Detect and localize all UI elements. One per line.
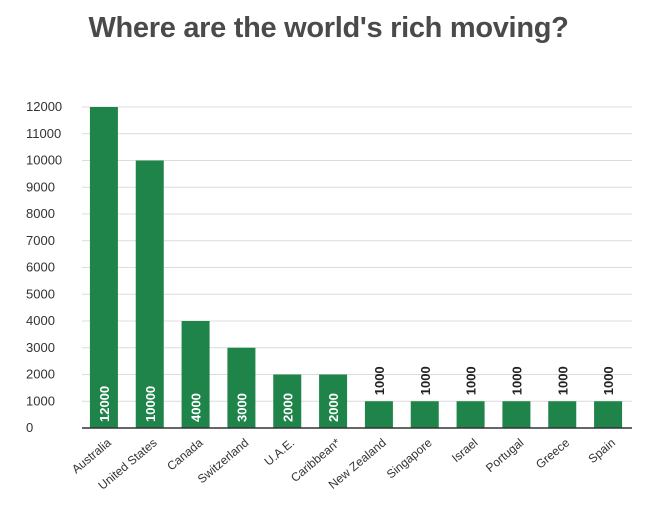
y-tick-label: 8000 (26, 206, 55, 221)
x-tick-label: Israel (449, 436, 480, 466)
bars (89, 107, 623, 428)
y-tick-label: 9000 (26, 179, 55, 194)
bar (456, 401, 485, 428)
bar (319, 374, 348, 428)
x-tick-label: Canada (164, 435, 205, 473)
data-label: 10000 (143, 386, 158, 422)
x-tick-label: U.A.E. (262, 436, 298, 469)
bar (135, 160, 164, 428)
gridlines (82, 106, 632, 402)
bar (364, 401, 393, 428)
x-tick-label: Switzerland (195, 436, 252, 487)
y-tick-label: 6000 (26, 260, 55, 275)
y-tick-label: 7000 (26, 233, 55, 248)
bar (502, 401, 531, 428)
data-labels: 12000 10000 4000 3000 2000 2000 1000 1000 1000 10… (97, 366, 616, 422)
bar (410, 401, 439, 428)
bar (273, 374, 302, 428)
data-label: 3000 (234, 393, 249, 422)
bar (548, 401, 577, 428)
y-tick-label: 5000 (26, 286, 55, 301)
y-axis-tick-labels: 0 1000 2000 3000 4000 5000 6000 7000 8000 9000 100… (26, 99, 62, 435)
data-label: 4000 (189, 393, 204, 422)
data-label: 2000 (280, 393, 295, 422)
x-tick-label: Spain (585, 436, 618, 466)
bar (89, 107, 118, 428)
x-tick-label: Portugal (483, 436, 526, 475)
y-tick-label: 11000 (26, 126, 61, 141)
data-label: 2000 (326, 393, 341, 422)
bar (181, 321, 210, 428)
bar (594, 401, 623, 428)
y-tick-label: 1000 (26, 393, 55, 408)
data-label: 1000 (555, 366, 570, 395)
y-tick-label: 3000 (26, 340, 55, 355)
y-tick-label: 2000 (26, 367, 55, 382)
data-label: 1000 (509, 366, 524, 395)
data-label: 1000 (418, 366, 433, 395)
x-tick-label: Greece (533, 435, 572, 471)
chart-title: Where are the world's rich moving? (88, 12, 569, 44)
data-label: 1000 (372, 366, 387, 395)
data-label: 1000 (601, 366, 616, 395)
x-tick-label: Australia (69, 435, 114, 476)
data-label: 1000 (464, 366, 479, 395)
bar (227, 347, 256, 428)
data-label: 12000 (97, 386, 112, 422)
y-tick-label: 4000 (26, 313, 55, 328)
y-tick-label: 0 (26, 420, 33, 435)
x-tick-label: Singapore (384, 435, 435, 481)
y-tick-label: 10000 (26, 153, 62, 168)
y-tick-label: 12000 (26, 99, 62, 114)
